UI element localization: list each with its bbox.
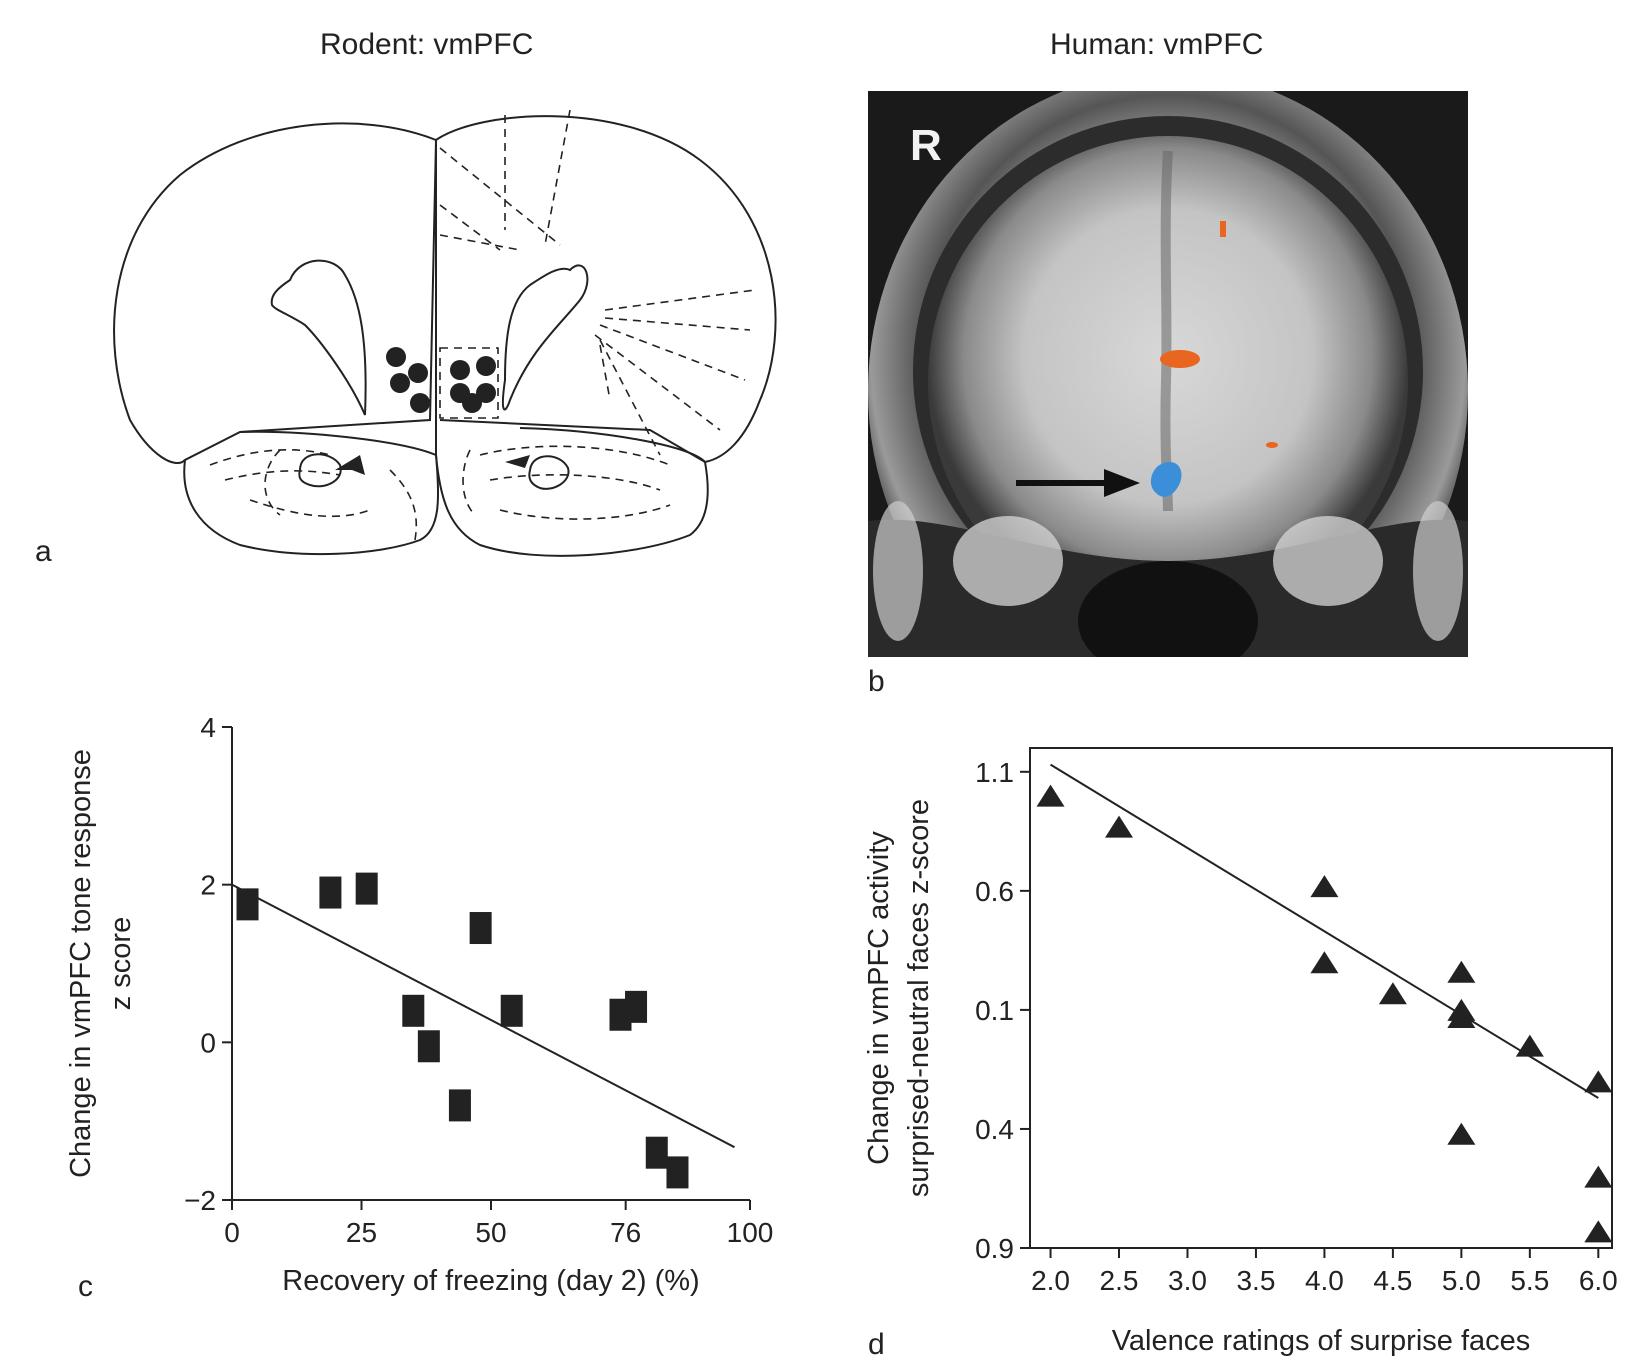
- panel-label-a: a: [35, 535, 52, 568]
- activation-blob-cool: [1150, 462, 1182, 497]
- lesion-dot: [408, 363, 428, 383]
- left-inner-loop: [298, 453, 342, 488]
- data-point: [448, 1089, 471, 1122]
- activation-blob-warm: [1160, 350, 1200, 368]
- data-point: [236, 888, 259, 921]
- lesion-dot: [386, 347, 406, 367]
- data-point: [1447, 960, 1476, 983]
- data-point: [1515, 1034, 1544, 1057]
- data-point: [402, 994, 425, 1027]
- left-hemisphere-outline: [113, 122, 438, 465]
- right-hemisphere-outline: [435, 115, 777, 464]
- orientation-marker: R: [910, 121, 942, 170]
- lesion-dot: [476, 383, 496, 403]
- left-dark-nucleus: [335, 455, 365, 475]
- human-fmri-slice: R: [868, 91, 1468, 657]
- x-tick-label: 6.0: [1579, 1265, 1618, 1296]
- x-tick-label: 3.0: [1168, 1265, 1207, 1296]
- data-point: [1310, 875, 1339, 898]
- left-ventricle: [270, 259, 367, 416]
- x-tick-label: 3.5: [1236, 1265, 1275, 1296]
- lesion-dot: [450, 360, 470, 380]
- data-point: [625, 990, 648, 1023]
- x-tick-label: 4.0: [1305, 1265, 1344, 1296]
- x-axis-label: Recovery of freezing (day 2) (%): [282, 1265, 699, 1297]
- x-tick-label: 4.5: [1373, 1265, 1412, 1296]
- data-point: [1105, 815, 1134, 838]
- lesion-dot: [390, 373, 410, 393]
- right-inner-loop: [528, 455, 570, 490]
- x-tick-label: 50: [475, 1217, 506, 1248]
- data-point: [645, 1136, 668, 1169]
- x-tick-label: 0: [224, 1217, 240, 1248]
- data-point: [500, 994, 523, 1027]
- data-point: [469, 912, 492, 945]
- left-ventral-lobe: [183, 430, 440, 556]
- y-tick-label: 0.9: [975, 1233, 1014, 1264]
- x-tick-label: 5.0: [1442, 1265, 1481, 1296]
- data-point: [1447, 1122, 1476, 1145]
- data-point: [1310, 951, 1339, 974]
- data-point: [1584, 1165, 1613, 1188]
- right-ventral-lobe: [435, 427, 709, 557]
- right-dark-nucleus: [505, 455, 530, 468]
- data-point: [319, 876, 342, 909]
- right-ventricle: [501, 264, 589, 411]
- panel-label-d: d: [868, 1328, 885, 1361]
- target-region-box: [439, 347, 499, 419]
- data-point: [1036, 784, 1065, 807]
- y-tick-label: 0: [200, 1027, 216, 1058]
- data-point: [1447, 1006, 1476, 1029]
- x-tick-label: 25: [346, 1217, 377, 1248]
- panel-a-title: Rodent: vmPFC: [320, 28, 534, 61]
- activation-blob-warm: [1220, 221, 1226, 237]
- y-tick-label: 4: [200, 712, 216, 743]
- plot-frame: [1029, 747, 1613, 1249]
- x-tick-label: 5.5: [1510, 1265, 1549, 1296]
- lesion-dot: [462, 393, 482, 413]
- regression-line: [1050, 763, 1599, 1099]
- activation-blob-warm: [1266, 442, 1278, 448]
- x-axis-label: Valence ratings of surprise faces: [1112, 1325, 1531, 1357]
- y-tick-label: 0.4: [975, 1114, 1014, 1145]
- y-axis-label: Change in vmPFC activity: [863, 831, 895, 1165]
- data-point: [1378, 982, 1407, 1005]
- y-tick-label: 2: [200, 870, 216, 901]
- x-tick-label: 100: [727, 1217, 774, 1248]
- lesion-dot: [476, 356, 496, 376]
- arrow-icon: [1104, 469, 1140, 497]
- data-point: [1584, 1070, 1613, 1093]
- y-tick-label: 0.6: [975, 876, 1014, 907]
- data-point: [1584, 1220, 1613, 1243]
- y-axis-label: Change in vmPFC tone response: [65, 749, 97, 1178]
- y-tick-label: −2: [184, 1185, 216, 1216]
- x-tick-label: 2.0: [1031, 1265, 1070, 1296]
- regression-line: [231, 883, 735, 1149]
- x-tick-label: 76: [610, 1217, 641, 1248]
- y-tick-label: 0.1: [975, 995, 1014, 1026]
- y-tick-label: 1.1: [975, 757, 1014, 788]
- lesion-dot: [410, 393, 430, 413]
- y-axis-label-line2: surprised-neutral faces z-score: [903, 799, 935, 1197]
- y-axis-label-line2: z score: [105, 917, 137, 1010]
- lesion-dots: [386, 347, 496, 413]
- x-tick-label: 2.5: [1100, 1265, 1139, 1296]
- panel-b-title: Human: vmPFC: [1050, 28, 1264, 61]
- panel-label-c: c: [78, 1270, 93, 1303]
- data-point: [417, 1030, 440, 1063]
- data-point: [666, 1156, 689, 1189]
- data-point: [355, 872, 378, 905]
- panel-label-b: b: [868, 665, 885, 698]
